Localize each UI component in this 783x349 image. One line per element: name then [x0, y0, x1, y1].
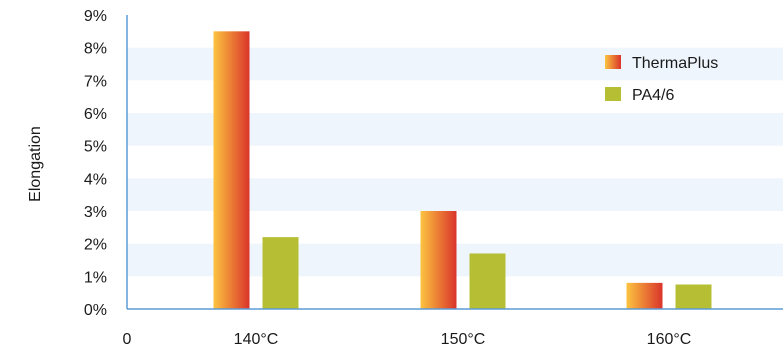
bar-pa46-1 — [469, 253, 506, 309]
y-tick-label: 9% — [84, 8, 107, 25]
bar-thermaplus-1 — [420, 211, 457, 309]
x-tick-labels: 0 140°C 150°C 160°C — [123, 331, 692, 348]
legend-label: ThermaPlus — [632, 55, 718, 72]
bar-thermaplus-0 — [213, 31, 250, 309]
x-origin-label: 0 — [123, 331, 132, 348]
legend: ThermaPlus PA4/6 — [605, 55, 718, 104]
x-tick-label: 150°C — [441, 331, 486, 348]
y-tick-label: 3% — [84, 204, 107, 221]
y-tick-label: 1% — [84, 269, 107, 286]
bar-thermaplus-2 — [626, 282, 663, 309]
y-tick-label: 7% — [84, 73, 107, 90]
bar-pa46-2 — [675, 284, 712, 309]
bar-pa46-0 — [262, 237, 299, 309]
legend-label: PA4/6 — [632, 87, 675, 104]
y-axis-title: Elongation — [27, 126, 44, 202]
y-tick-label: 6% — [84, 106, 107, 123]
y-tick-labels: 0% 1% 2% 3% 4% 5% 6% 7% 8% 9% — [84, 8, 107, 319]
y-tick-label: 5% — [84, 139, 107, 156]
y-tick-label: 8% — [84, 41, 107, 58]
bars — [213, 31, 712, 309]
x-tick-label: 140°C — [234, 331, 279, 348]
axes — [126, 15, 783, 310]
y-tick-label: 0% — [84, 302, 107, 319]
y-tick-label: 4% — [84, 171, 107, 188]
legend-swatch — [605, 55, 621, 69]
legend-swatch — [605, 87, 621, 101]
y-tick-label: 2% — [84, 237, 107, 254]
x-tick-label: 160°C — [647, 331, 692, 348]
